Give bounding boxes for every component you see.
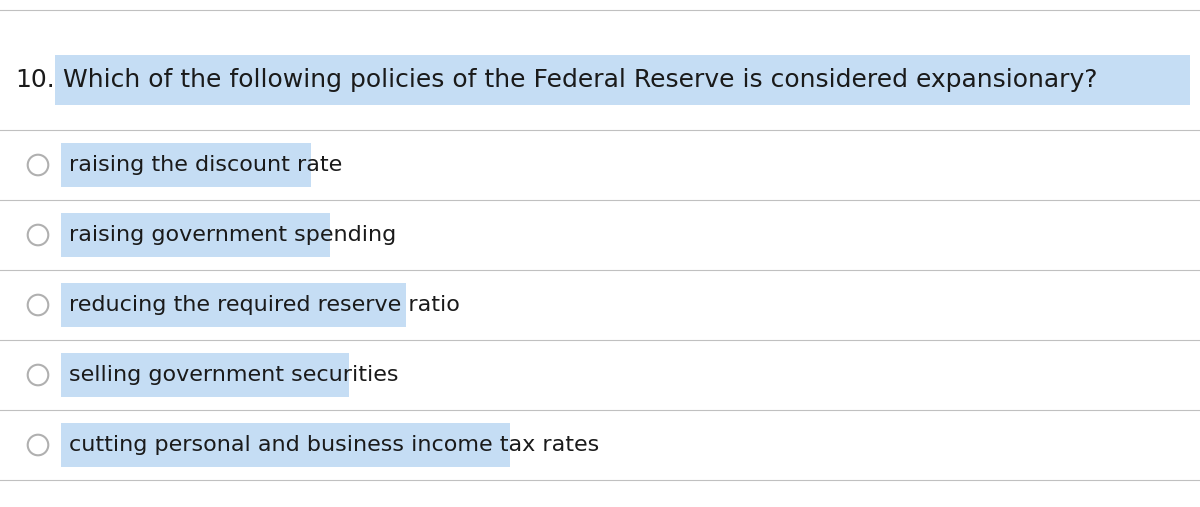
Text: raising the discount rate: raising the discount rate [70,155,342,175]
Text: selling government securities: selling government securities [70,365,398,385]
Point [29,301,48,309]
Point [29,441,48,449]
Text: cutting personal and business income tax rates: cutting personal and business income tax… [70,435,599,455]
FancyBboxPatch shape [55,55,1190,105]
Text: 10.: 10. [14,68,55,92]
Point [29,371,48,379]
Text: raising government spending: raising government spending [70,225,396,245]
FancyBboxPatch shape [61,283,406,327]
Point [29,231,48,239]
Text: reducing the required reserve ratio: reducing the required reserve ratio [70,295,460,315]
Point [29,161,48,169]
Text: Which of the following policies of the Federal Reserve is considered expansionar: Which of the following policies of the F… [64,68,1098,92]
FancyBboxPatch shape [61,213,330,257]
FancyBboxPatch shape [61,353,348,397]
FancyBboxPatch shape [61,143,311,187]
FancyBboxPatch shape [61,423,510,467]
